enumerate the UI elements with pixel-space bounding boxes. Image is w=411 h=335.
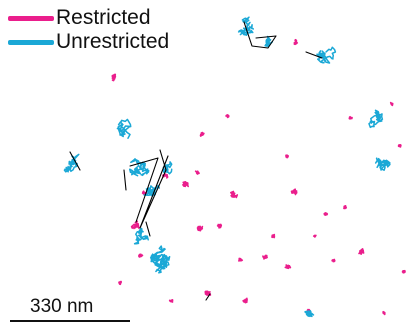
restricted-cluster (138, 253, 144, 258)
restricted-cluster (238, 257, 244, 262)
restricted-cluster (118, 280, 122, 286)
restricted-cluster (343, 205, 348, 210)
legend-swatch-unrestricted (8, 39, 54, 45)
restricted-cluster (262, 254, 269, 260)
trajectory-jump-line (305, 51, 323, 59)
unrestricted-trajectory (264, 35, 274, 48)
restricted-cluster (389, 101, 394, 107)
restricted-cluster (182, 181, 189, 188)
restricted-cluster (242, 297, 248, 304)
trajectory-jump-line (123, 169, 127, 191)
restricted-cluster (312, 234, 317, 238)
restricted-cluster (348, 115, 353, 120)
restricted-cluster (162, 173, 169, 179)
restricted-cluster (225, 114, 230, 119)
restricted-cluster (111, 73, 117, 82)
trajectory-jump-line (69, 151, 81, 171)
unrestricted-trajectory (374, 157, 391, 171)
trajectory-jump-line (139, 149, 169, 229)
unrestricted-trajectory (116, 118, 132, 139)
scale-bar: 330 nm (10, 297, 132, 323)
unrestricted-trajectory (143, 184, 161, 197)
unrestricted-trajectory (368, 109, 384, 129)
legend-item-restricted: Restricted (8, 6, 169, 30)
scale-bar-label: 330 nm (30, 296, 94, 317)
unrestricted-trajectory (128, 158, 150, 177)
legend-swatch-restricted (8, 15, 54, 21)
restricted-cluster (199, 131, 205, 137)
restricted-cluster (382, 310, 386, 316)
trajectory-jump-line (243, 21, 277, 49)
legend-label-unrestricted: Unrestricted (56, 30, 170, 53)
legend-item-unrestricted: Unrestricted (8, 30, 169, 54)
unrestricted-trajectory (237, 16, 255, 36)
restricted-cluster (230, 190, 239, 199)
restricted-cluster (271, 233, 276, 239)
restricted-cluster (284, 264, 292, 270)
restricted-cluster (331, 258, 336, 263)
restricted-cluster (290, 188, 298, 196)
restricted-cluster (204, 290, 212, 296)
restricted-cluster (323, 212, 329, 216)
unrestricted-trajectory (316, 46, 337, 64)
restricted-cluster (285, 154, 290, 159)
restricted-cluster (194, 170, 200, 175)
restricted-cluster (216, 223, 223, 229)
restricted-cluster (196, 225, 204, 232)
restricted-cluster (130, 220, 140, 230)
restricted-cluster (168, 298, 174, 303)
scale-bar-line (10, 320, 130, 322)
legend-label-restricted: Restricted (56, 6, 151, 29)
unrestricted-trajectory (149, 245, 171, 274)
restricted-cluster (293, 38, 299, 46)
trajectory-jump-line (145, 221, 151, 237)
unrestricted-trajectory (162, 161, 173, 175)
restricted-cluster (401, 269, 406, 274)
unrestricted-trajectory (304, 310, 315, 318)
unrestricted-trajectory (133, 227, 149, 245)
legend: Restricted Unrestricted (8, 6, 169, 54)
restricted-cluster (397, 144, 402, 148)
trajectory-jump-line (129, 157, 159, 223)
restricted-cluster (358, 248, 365, 255)
trajectory-jump-line (205, 293, 211, 301)
